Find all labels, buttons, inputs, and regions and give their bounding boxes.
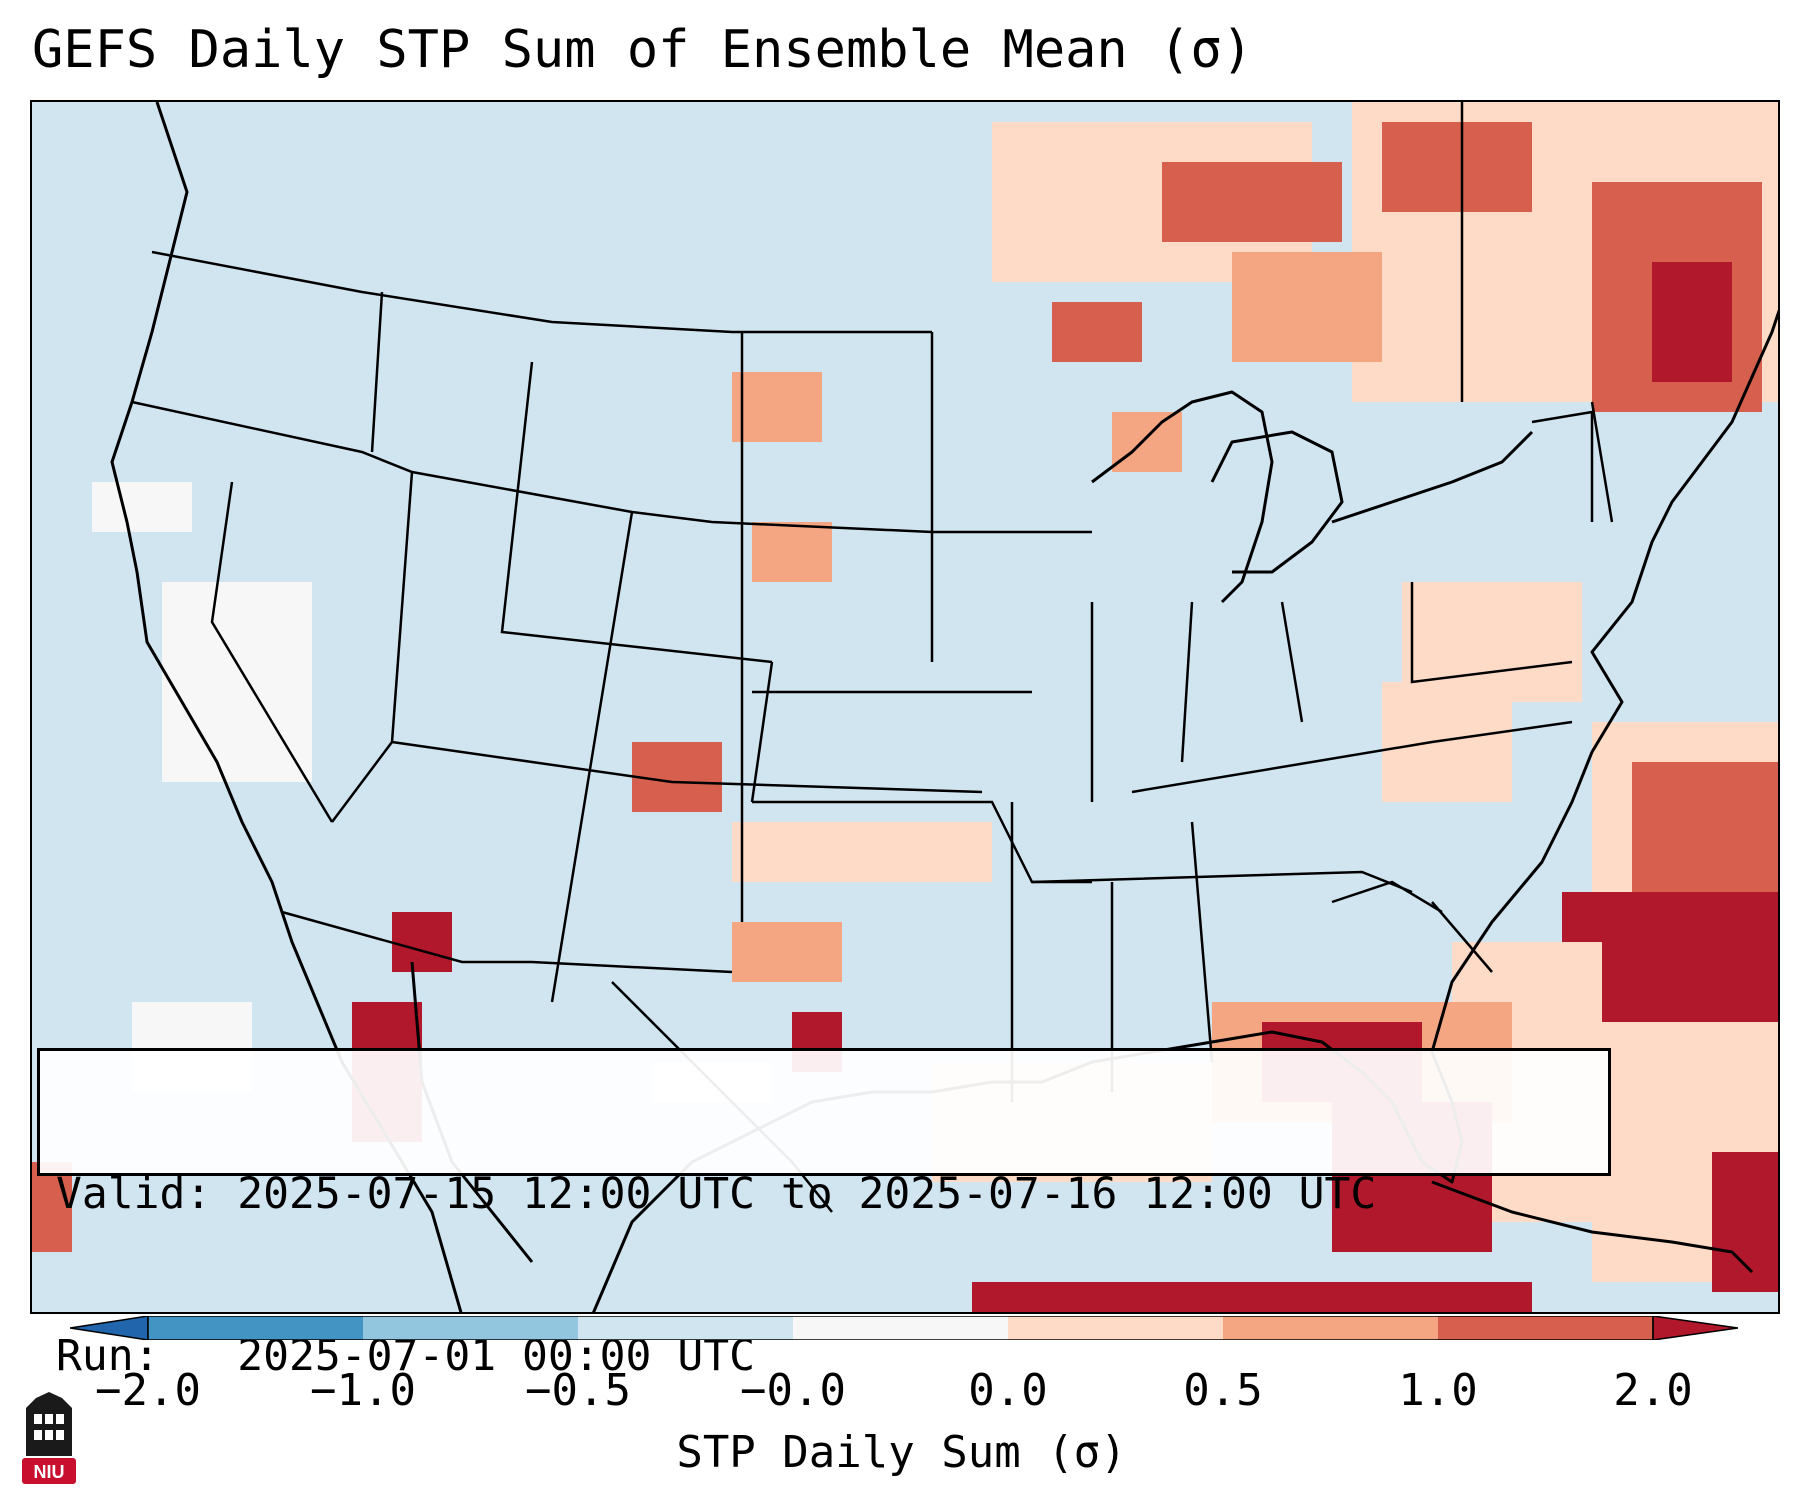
state-border xyxy=(1431,901,1493,973)
valid-time-text: Valid: 2025-07-15 12:00 UTC to 2025-07-1… xyxy=(56,1169,1377,1219)
anomaly-patch xyxy=(732,822,992,882)
cuba-outline xyxy=(1431,1180,1754,1274)
lake-huron-outline xyxy=(1210,430,1344,574)
anomaly-patch xyxy=(1232,252,1382,362)
colorbar-tick-label: −0.5 xyxy=(525,1365,631,1416)
anomaly-patch xyxy=(392,912,452,972)
colorbar-tick-label: 0.0 xyxy=(968,1365,1048,1416)
anomaly-patch xyxy=(32,1162,72,1252)
state-border xyxy=(1280,601,1304,723)
colorbar-extend-high xyxy=(1652,1316,1738,1340)
colorbar xyxy=(70,1316,1738,1340)
colorbar-segment xyxy=(148,1316,363,1340)
colorbar-label: STP Daily Sum (σ) xyxy=(676,1427,1127,1478)
map-title: GEFS Daily STP Sum of Ensemble Mean (σ) xyxy=(32,20,1253,80)
anomaly-patch xyxy=(752,522,832,582)
svg-text:NIU: NIU xyxy=(34,1462,65,1482)
state-border xyxy=(391,740,983,794)
neutral-patch xyxy=(92,482,192,532)
state-border xyxy=(750,661,774,803)
colorbar-tick-label: 0.5 xyxy=(1183,1365,1263,1416)
colorbar-tick-label: 2.0 xyxy=(1613,1365,1693,1416)
niu-logo-icon: NIU xyxy=(20,1390,78,1486)
anomaly-patch xyxy=(1652,262,1732,382)
us-mexico-border xyxy=(281,910,733,974)
great-lakes-outline xyxy=(1091,390,1274,604)
colorbar-segment xyxy=(1438,1316,1653,1340)
colorbar-extend-low xyxy=(70,1316,149,1340)
anomaly-patch xyxy=(972,1282,1532,1312)
us-canada-border xyxy=(151,250,932,334)
colorbar-tick-label: −0.0 xyxy=(740,1365,846,1416)
anomaly-patch xyxy=(1382,682,1512,802)
colorbar-segment xyxy=(1223,1316,1438,1340)
state-border xyxy=(1410,582,1573,684)
anomaly-patch xyxy=(1382,122,1532,212)
state-border xyxy=(1180,601,1194,763)
state-border xyxy=(1131,720,1573,794)
anomaly-patch xyxy=(732,372,822,442)
state-borders xyxy=(131,102,1614,1213)
colorbar-segment xyxy=(1008,1316,1223,1340)
colorbar-segment xyxy=(793,1316,1008,1340)
anomaly-patch xyxy=(632,742,722,812)
state-border xyxy=(1590,401,1614,523)
canada-border-west xyxy=(131,400,1092,534)
colorbar-segment xyxy=(578,1316,793,1340)
anomaly-patch xyxy=(1052,302,1142,362)
colorbar-tick-label: −2.0 xyxy=(95,1365,201,1416)
state-border xyxy=(1190,821,1214,1063)
anomaly-patch xyxy=(732,922,842,982)
colorbar-tick-label: 1.0 xyxy=(1398,1365,1478,1416)
anomaly-patch xyxy=(1712,1152,1778,1292)
valid-time-box: Valid: 2025-07-15 12:00 UTC to 2025-07-1… xyxy=(37,1048,1611,1381)
anomaly-patch xyxy=(1112,412,1182,472)
anomaly-patch xyxy=(1162,162,1342,242)
colorbar-tick-label: −1.0 xyxy=(310,1365,416,1416)
lake-ontario-erie xyxy=(1331,430,1534,524)
colorbar-svg xyxy=(70,1316,1738,1340)
state-border xyxy=(500,361,773,664)
state-border xyxy=(1331,880,1443,914)
state-border xyxy=(1531,410,1594,522)
colorbar-outline xyxy=(147,1316,1654,1340)
state-border xyxy=(370,291,384,453)
state-border xyxy=(210,481,334,823)
colorbar-segment xyxy=(363,1316,578,1340)
state-border xyxy=(550,511,634,1003)
